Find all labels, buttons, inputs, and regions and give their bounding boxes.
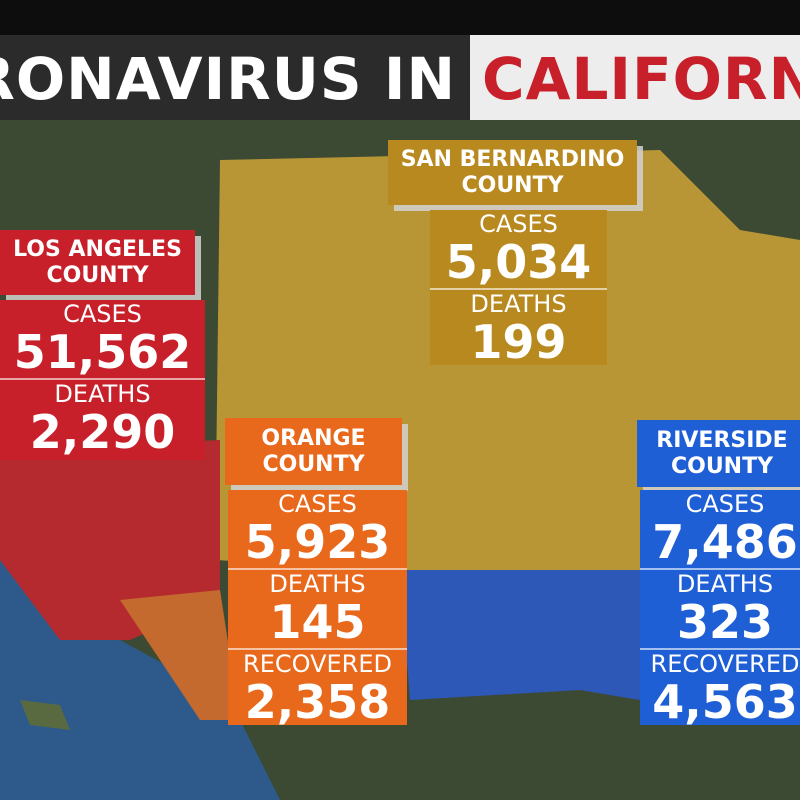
stat-label: CASES — [63, 300, 142, 328]
county-title: SAN BERNARDINO COUNTY — [388, 140, 637, 205]
stat-value: 2,358 — [244, 675, 391, 725]
county-title: RIVERSIDE COUNTY — [637, 420, 800, 487]
stat-value: 145 — [269, 595, 366, 649]
stat-label: DEATHS — [228, 568, 407, 598]
stat-value: 323 — [676, 595, 774, 649]
county-title: LOS ANGELES COUNTY — [0, 230, 195, 295]
stat-value: 5,923 — [244, 515, 391, 569]
stat-label: CASES — [685, 490, 765, 518]
stat-value: 4,563 — [652, 675, 798, 725]
county-stats: CASES 5,034 DEATHS 199 — [430, 210, 607, 365]
stat-value: 5,034 — [445, 235, 592, 289]
stat-label: DEATHS — [0, 378, 205, 408]
stat-label: RECOVERED — [640, 648, 800, 678]
stat-label: RECOVERED — [228, 648, 407, 678]
title-right: CALIFORN — [482, 45, 800, 113]
title-box: RONAVIRUS IN — [0, 35, 470, 120]
title-box: CALIFORN — [470, 35, 800, 120]
county-stats: CASES 5,923 DEATHS 145 RECOVERED 2,358 — [228, 490, 407, 725]
title-left: RONAVIRUS IN — [0, 45, 456, 113]
stat-label: DEATHS — [640, 568, 800, 598]
county-stats: CASES 7,486 DEATHS 323 RECOVERED 4,563 — [640, 490, 800, 725]
county-title: ORANGE COUNTY — [225, 418, 402, 485]
stat-value: 51,562 — [13, 325, 192, 379]
top-bar — [0, 0, 800, 35]
stat-label: CASES — [278, 490, 357, 518]
county-stats: CASES 51,562 DEATHS 2,290 — [0, 300, 205, 460]
stat-label: CASES — [479, 210, 558, 238]
stat-label: DEATHS — [430, 288, 607, 318]
stat-value: 7,486 — [652, 515, 798, 569]
stat-value: 199 — [470, 315, 567, 365]
stat-value: 2,290 — [29, 405, 176, 459]
